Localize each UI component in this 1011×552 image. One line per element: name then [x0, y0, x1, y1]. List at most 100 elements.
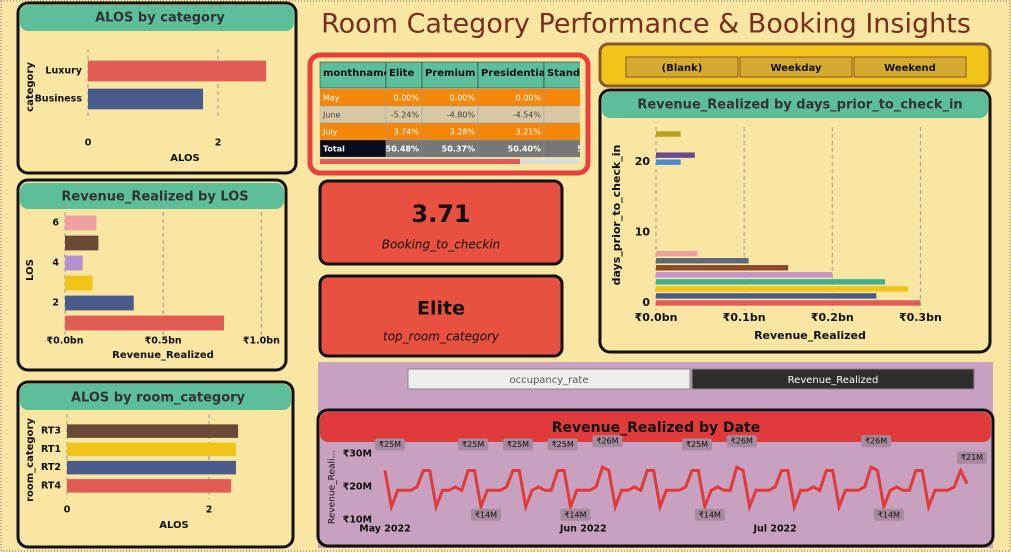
- panel-header: [602, 92, 988, 118]
- cell-text: 50.37%: [442, 145, 475, 154]
- bar: [65, 255, 83, 271]
- y-tick-label: Luxury: [45, 66, 82, 77]
- data-label: ₹25M: [379, 440, 401, 449]
- data-label-box: [861, 435, 892, 448]
- data-label-box: [694, 508, 725, 521]
- data-label: ₹25M: [552, 440, 574, 449]
- chart-title: Revenue_Realized by LOS: [61, 190, 248, 205]
- cell: [543, 105, 580, 124]
- bar: [67, 460, 236, 475]
- cell-text: 0.00%: [450, 94, 476, 103]
- bar: [656, 300, 921, 306]
- x-tick-label: Jul 2022: [752, 524, 796, 535]
- y-tick-label: ₹10M: [343, 515, 372, 526]
- toggle-label: occupancy_rate: [510, 375, 589, 386]
- y-axis-label: room_category: [25, 418, 36, 502]
- chart-title: ALOS by category: [95, 11, 225, 26]
- y-tick-label: 6: [52, 218, 59, 229]
- toggle: occupancy_rate Revenue_Realized: [407, 368, 975, 390]
- bar: [656, 131, 681, 137]
- bar: [65, 215, 97, 231]
- cell-text: May: [323, 94, 340, 103]
- x-tick-label: Jun 2022: [559, 524, 607, 535]
- y-tick-label: RT1: [41, 444, 61, 455]
- y-axis-label: days_prior_to_check_in: [610, 145, 623, 286]
- data-label: ₹25M: [686, 440, 708, 449]
- y-tick-label: RT2: [41, 462, 61, 473]
- toggle-button[interactable]: [691, 368, 975, 390]
- column-header: Presidential: [481, 68, 549, 79]
- bar: [656, 272, 833, 278]
- panel: [16, 1, 298, 175]
- cell: [543, 139, 580, 158]
- cell-text: 3.21%: [516, 128, 542, 137]
- data-label-box: [458, 438, 489, 451]
- y-axis-label: Revenue_Reali...: [328, 450, 338, 524]
- bar: [65, 295, 134, 311]
- bar: [88, 60, 267, 82]
- bar: [88, 88, 204, 110]
- bar: [656, 159, 681, 165]
- card: [318, 274, 564, 358]
- toggle-button[interactable]: [407, 368, 691, 390]
- data-label-box: [502, 438, 533, 451]
- x-tick-label: ₹0.0bn: [635, 311, 678, 324]
- cell-text: -4.80%: [447, 111, 476, 120]
- slicer-button[interactable]: [739, 56, 853, 78]
- chart-title: Revenue_Realized by Date: [552, 420, 760, 436]
- bar: [65, 235, 99, 251]
- cell-text: -5.24%: [391, 111, 420, 120]
- x-tick-label: 2: [206, 505, 213, 516]
- slicer-button[interactable]: [853, 56, 967, 78]
- slicer-options: (Blank) Weekday Weekend: [625, 56, 967, 78]
- card: [318, 179, 564, 266]
- x-axis-label: ALOS: [170, 153, 199, 164]
- x-tick-label: ₹1.0bn: [243, 336, 280, 347]
- slicer-label: Weekend: [884, 63, 936, 74]
- y-tick-label: RT3: [41, 426, 61, 437]
- slicer-label: (Blank): [662, 63, 703, 74]
- card-value: 3.71: [411, 200, 470, 228]
- data-label-box: [957, 451, 987, 464]
- card-value: Elite: [417, 298, 465, 320]
- x-tick-label: ₹0.3bn: [899, 311, 942, 324]
- y-tick-label: 4: [52, 258, 59, 269]
- panel-header: [20, 384, 291, 410]
- bar: [656, 152, 695, 158]
- cell-text: 50.48%: [386, 145, 419, 154]
- data-label-box: [560, 508, 591, 521]
- cell-text: Total: [323, 145, 345, 154]
- x-tick-label: 0: [64, 505, 71, 516]
- chart-title: Revenue_Realized by days_prior_to_check_…: [637, 98, 962, 113]
- bar: [656, 250, 698, 257]
- cell: [543, 122, 580, 141]
- card-label: Booking_to_checkin: [382, 238, 501, 252]
- y-tick-label: 2: [52, 298, 59, 309]
- column-header: Premium: [425, 68, 475, 79]
- y-tick-label: ₹30M: [343, 449, 372, 460]
- cell-text: 3.74%: [394, 128, 420, 137]
- x-tick-label: 2: [215, 138, 222, 149]
- x-tick-label: ₹0.0bn: [46, 336, 83, 347]
- bar: [67, 442, 236, 457]
- cell-text: -4.54%: [513, 111, 542, 120]
- x-axis-label: Revenue_Realized: [754, 329, 866, 342]
- data-label-box: [726, 435, 757, 448]
- data-label: ₹14M: [878, 510, 900, 519]
- cell-text: June: [322, 111, 341, 120]
- y-tick-label: ₹20M: [343, 482, 372, 493]
- bar: [65, 275, 93, 291]
- data-label: ₹26M: [596, 437, 618, 446]
- cell: [543, 88, 580, 107]
- data-label: ₹26M: [865, 437, 887, 446]
- y-tick-label: Business: [35, 94, 83, 105]
- slicer-button[interactable]: [625, 56, 739, 78]
- bar: [67, 479, 232, 493]
- column-header: Standa: [547, 68, 587, 79]
- y-tick-label: RT4: [41, 480, 61, 491]
- data-label-box: [470, 508, 501, 521]
- x-tick-label: ₹0.1bn: [723, 311, 766, 324]
- panel-header: [20, 183, 284, 209]
